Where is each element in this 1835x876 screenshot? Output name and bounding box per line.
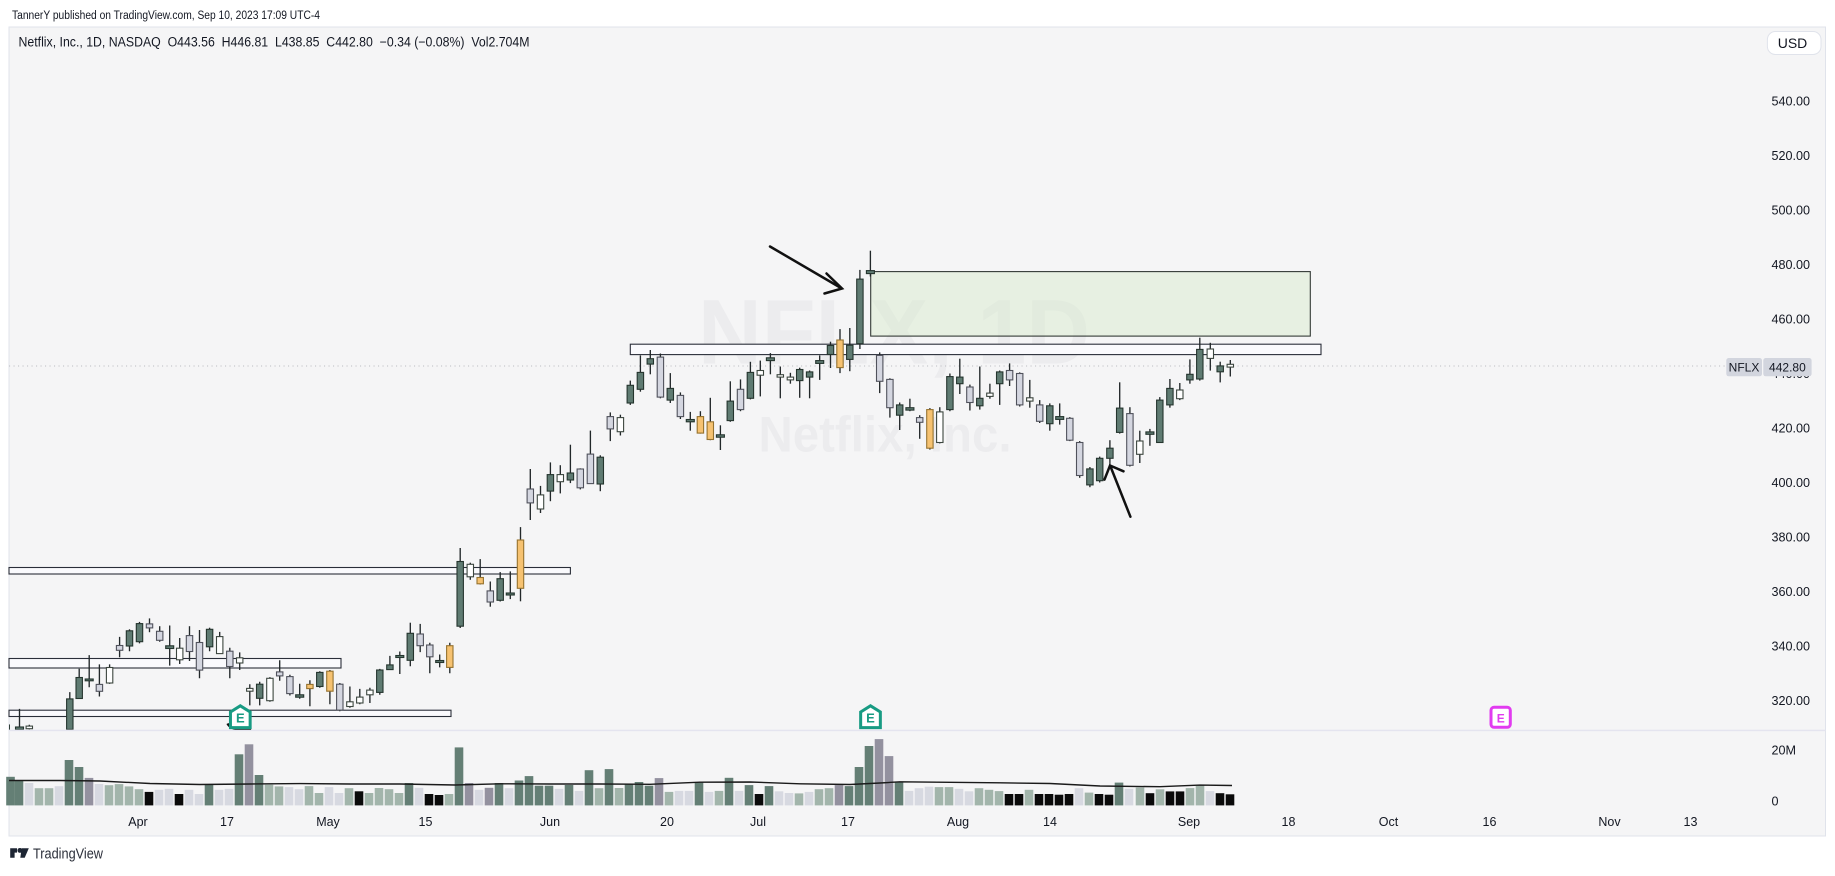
svg-text:520.00: 520.00 <box>1772 149 1811 163</box>
svg-text:13: 13 <box>1684 815 1698 829</box>
svg-text:16: 16 <box>1483 815 1497 829</box>
svg-text:17: 17 <box>841 815 855 829</box>
svg-text:17: 17 <box>220 815 234 829</box>
svg-text:E: E <box>236 710 245 725</box>
svg-text:20M: 20M <box>1772 744 1797 758</box>
svg-text:Apr: Apr <box>128 815 147 829</box>
svg-text:442.80: 442.80 <box>1769 360 1806 374</box>
svg-text:Jun: Jun <box>540 815 560 829</box>
svg-text:Oct: Oct <box>1379 815 1399 829</box>
svg-text:TannerY published on TradingVi: TannerY published on TradingView.com, Se… <box>12 10 321 22</box>
svg-text:USD: USD <box>1778 35 1808 51</box>
svg-text:Jul: Jul <box>750 815 766 829</box>
svg-text:360.00: 360.00 <box>1772 585 1811 599</box>
svg-text:340.00: 340.00 <box>1772 640 1811 654</box>
svg-text:480.00: 480.00 <box>1772 258 1811 272</box>
svg-text:Nov: Nov <box>1598 815 1621 829</box>
svg-text:Netflix, Inc., 1D, NASDAQ O44: Netflix, Inc., 1D, NASDAQ O443.56 H446.8… <box>19 35 530 50</box>
svg-text:E: E <box>1497 712 1505 726</box>
svg-text:Netflix, Inc.: Netflix, Inc. <box>759 406 1012 462</box>
svg-text:20: 20 <box>660 815 674 829</box>
svg-text:May: May <box>316 815 340 829</box>
svg-text:14: 14 <box>1043 815 1057 829</box>
svg-text:0: 0 <box>1772 795 1779 809</box>
svg-text:Sep: Sep <box>1178 815 1200 829</box>
svg-text:500.00: 500.00 <box>1772 204 1811 218</box>
svg-text:NFLX: NFLX <box>1729 360 1760 374</box>
svg-text:15: 15 <box>419 815 433 829</box>
svg-text:18: 18 <box>1282 815 1296 829</box>
svg-text:540.00: 540.00 <box>1772 95 1811 109</box>
svg-text:E: E <box>866 710 875 725</box>
svg-text:Aug: Aug <box>947 815 969 829</box>
svg-text:400.00: 400.00 <box>1772 476 1811 490</box>
svg-text:TradingView: TradingView <box>33 846 103 862</box>
svg-text:420.00: 420.00 <box>1772 422 1811 436</box>
svg-text:320.00: 320.00 <box>1772 694 1811 708</box>
svg-text:380.00: 380.00 <box>1772 531 1811 545</box>
svg-text:460.00: 460.00 <box>1772 313 1811 327</box>
